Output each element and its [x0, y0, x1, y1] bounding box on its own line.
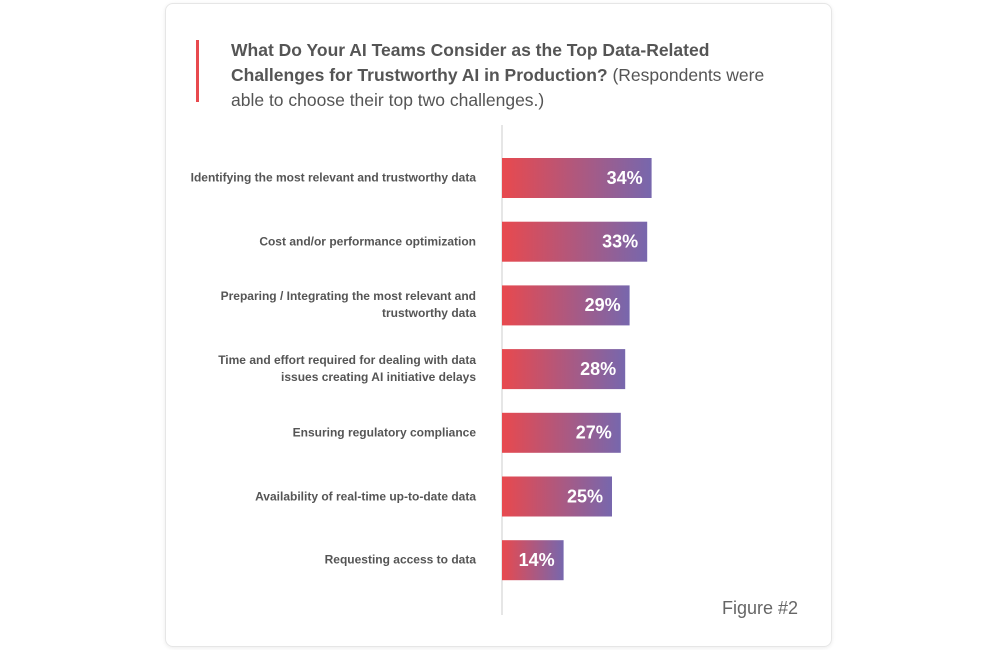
- category-label: Availability of real-time up-to-date dat…: [255, 489, 476, 503]
- bar: [502, 476, 612, 517]
- category-label: Requesting access to data: [324, 552, 476, 567]
- card: [165, 3, 832, 647]
- value-label: 34%: [607, 168, 643, 188]
- bar: [502, 285, 630, 326]
- category-label: Identifying the most relevant and trustw…: [190, 170, 476, 185]
- title-block: What Do Your AI Teams Consider as the To…: [231, 38, 801, 113]
- bar: [502, 540, 564, 581]
- value-label: 33%: [602, 231, 638, 251]
- figure-note: Figure #2: [722, 598, 799, 618]
- category-label: Cost and/or performance optimization: [259, 234, 476, 249]
- value-label: 28%: [580, 359, 616, 379]
- bar: [502, 349, 626, 390]
- accent-bar: [196, 40, 199, 102]
- value-label: 27%: [576, 423, 612, 443]
- value-label: 14%: [519, 550, 555, 570]
- chart-title: What Do Your AI Teams Consider as the To…: [231, 40, 710, 85]
- category-label: Preparing / Integrating the most relevan…: [220, 289, 476, 321]
- value-label: 25%: [567, 486, 603, 506]
- bar: [502, 158, 652, 198]
- category-label: Ensuring regulatory compliance: [292, 425, 476, 440]
- category-label: Time and effort required for dealing wit…: [218, 353, 476, 385]
- bar: [502, 412, 621, 453]
- bar: [502, 221, 648, 262]
- value-label: 29%: [585, 295, 621, 315]
- chart-subtitle: (Respondents were able to choose their t…: [231, 65, 765, 110]
